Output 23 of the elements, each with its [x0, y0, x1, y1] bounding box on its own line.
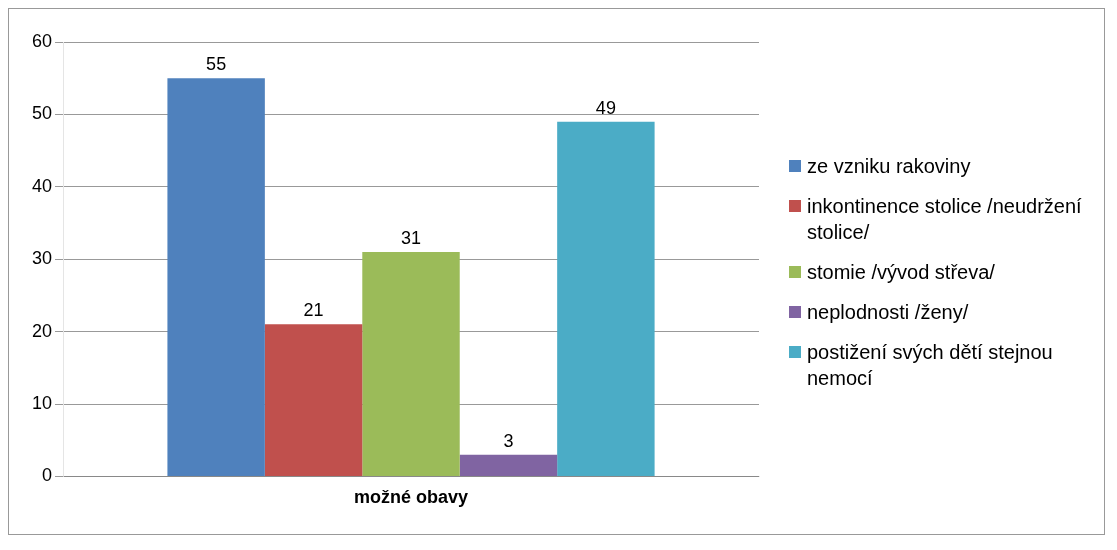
y-tick-label: 10	[31, 392, 53, 413]
bar	[459, 454, 558, 476]
data-label: 55	[206, 53, 227, 74]
y-tick-label: 0	[42, 464, 53, 485]
legend-label: ze vzniku rakoviny	[807, 153, 971, 179]
bar	[167, 77, 265, 476]
y-tick-label: 40	[31, 175, 53, 196]
data-label: 31	[401, 227, 422, 248]
data-label: 3	[503, 430, 514, 451]
y-tick-label: 50	[31, 102, 53, 123]
x-tick-label: možné obavy	[354, 486, 469, 507]
legend-label: stomie /vývod střeva/	[807, 259, 995, 285]
y-tick-label: 60	[31, 30, 53, 51]
legend-label: inkontinence stolice /neudržení stolice/	[807, 193, 1083, 245]
data-label: 21	[303, 299, 324, 320]
y-tick-label: 30	[31, 247, 53, 268]
bar	[557, 121, 655, 476]
legend-label: neplodnosti /ženy/	[807, 299, 969, 325]
bar	[362, 251, 460, 476]
data-label: 49	[595, 97, 616, 118]
y-tick-label: 20	[31, 320, 53, 341]
bar	[264, 323, 363, 476]
legend-label: postižení svých dětí stejnou nemocí	[807, 339, 1054, 391]
